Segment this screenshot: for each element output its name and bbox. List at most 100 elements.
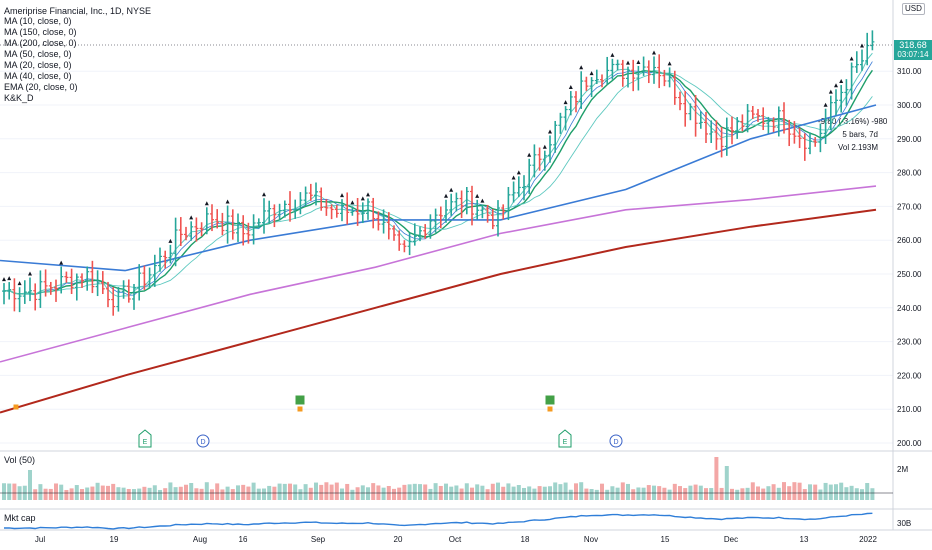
study-ma150[interactable]: MA (150, close, 0) (4, 27, 77, 37)
signal-triangle (579, 65, 584, 70)
signal-triangle (7, 276, 12, 281)
x-tick-label: Oct (449, 535, 462, 544)
volume-bar (215, 483, 220, 500)
volume-bar (802, 489, 807, 500)
signal-triangle (839, 79, 844, 84)
volume-bar (433, 483, 438, 500)
y-tick-label: 280.00 (897, 169, 922, 178)
y-tick-label: 230.00 (897, 338, 922, 347)
ma20-line (3, 69, 873, 295)
ema20-line (3, 61, 873, 296)
signal-triangle (189, 215, 194, 220)
volume-bar (392, 488, 396, 500)
signal-triangle (636, 59, 641, 64)
volume-bar (69, 488, 74, 500)
volume-bar (854, 488, 859, 500)
volume-bar (7, 483, 12, 500)
volume-bar (329, 484, 334, 500)
volume-bar (600, 483, 604, 500)
x-tick-label: Aug (193, 535, 207, 544)
volume-bar (319, 484, 324, 500)
x-tick-label: Sep (311, 535, 326, 544)
study-kkd[interactable]: K&K_D (4, 93, 34, 103)
currency-badge[interactable]: USD (902, 3, 925, 15)
signal-square (545, 395, 555, 405)
volume-bar (485, 489, 490, 500)
signal-triangle (17, 281, 22, 286)
signal-triangle (527, 152, 532, 157)
volume-bar (28, 470, 32, 500)
x-tick-label: 13 (800, 535, 809, 544)
signal-triangle (449, 187, 454, 192)
y-tick-label: 290.00 (897, 135, 922, 144)
volume-bar (48, 488, 53, 500)
x-tick-label: 2022 (859, 535, 877, 544)
signal-triangle (652, 50, 656, 55)
volume-bar (381, 487, 386, 500)
volume-bar (828, 484, 833, 500)
mktcap-panel-label[interactable]: Mkt cap (4, 513, 36, 523)
volume-bar (33, 489, 38, 500)
volume-bar (459, 488, 464, 500)
volume-bar (771, 484, 776, 500)
volume-bar (782, 482, 786, 500)
x-tick-label: 16 (239, 535, 248, 544)
volume-bar (844, 487, 849, 500)
study-ma200[interactable]: MA (200, close, 0) (4, 38, 77, 48)
volume-bar (693, 484, 698, 500)
volume-bar (262, 488, 266, 500)
study-ma20[interactable]: MA (20, close, 0) (4, 60, 72, 70)
volume-bar (761, 488, 766, 500)
signal-square (297, 406, 303, 412)
volume-bar (345, 483, 350, 500)
signal-square (547, 406, 553, 412)
study-ema20[interactable]: EMA (20, close, 0) (4, 82, 78, 92)
volume-bar (334, 482, 339, 500)
volume-bar (116, 487, 121, 500)
signal-triangle (350, 200, 355, 205)
x-tick-label: Nov (584, 535, 598, 544)
volume-bar (43, 488, 48, 500)
volume-bar (714, 457, 719, 500)
study-ma50[interactable]: MA (50, close, 0) (4, 49, 72, 59)
study-ma10[interactable]: MA (10, close, 0) (4, 16, 72, 26)
signal-triangle (28, 271, 32, 276)
volume-bar (730, 488, 734, 500)
volume-bar (126, 489, 131, 500)
volume-bar (288, 483, 292, 500)
volume-bar (496, 482, 500, 500)
volume-bar (230, 489, 235, 500)
volume-bar (532, 488, 537, 500)
volume-bar (314, 482, 318, 500)
mktcap-tick-label: 30B (897, 519, 911, 528)
volume-bar (553, 482, 558, 500)
volume-bar (225, 486, 230, 500)
x-tick-label: Dec (724, 535, 738, 544)
volume-bar (360, 485, 365, 500)
study-ma40[interactable]: MA (40, close, 0) (4, 71, 72, 81)
volume-bar (418, 484, 422, 500)
volume-bar (709, 488, 714, 500)
volume-bar (594, 489, 599, 500)
x-tick-label: Jul (35, 535, 45, 544)
volume-bar (662, 487, 667, 500)
volume-bar (184, 484, 188, 500)
x-tick-label: 19 (110, 535, 119, 544)
signal-triangle (511, 175, 516, 180)
signal-triangle (475, 193, 480, 198)
volume-bar (12, 483, 17, 500)
volume-panel-label[interactable]: Vol (50) (4, 455, 36, 465)
volume-bar (490, 483, 495, 500)
volume-bar (272, 486, 277, 500)
signal-triangle (834, 83, 838, 88)
signal-triangle (444, 193, 448, 198)
x-tick-label: 15 (661, 535, 670, 544)
signal-triangle (168, 238, 173, 243)
volume-bar (173, 487, 178, 500)
volume-bar (506, 483, 511, 500)
volume-bar (371, 483, 376, 500)
volume-bar (210, 489, 214, 500)
volume-bar (38, 484, 43, 500)
symbol-title[interactable]: Ameriprise Financial, Inc., 1D, NYSE (4, 6, 152, 16)
